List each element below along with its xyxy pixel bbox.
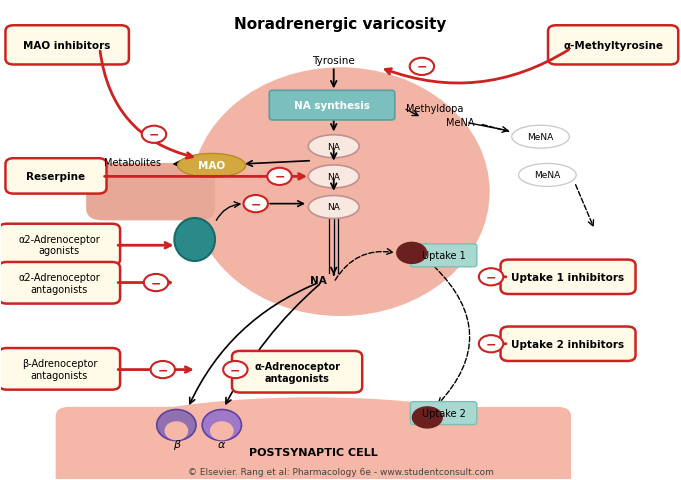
Text: −: −: [230, 363, 240, 376]
Circle shape: [479, 269, 503, 286]
Text: Uptake 1: Uptake 1: [422, 251, 466, 261]
FancyBboxPatch shape: [411, 402, 477, 425]
Text: MeNA: MeNA: [534, 171, 560, 180]
FancyBboxPatch shape: [269, 91, 395, 120]
Text: α2-Adrenoceptor
antagonists: α2-Adrenoceptor antagonists: [18, 273, 100, 294]
Text: POSTSYNAPTIC CELL: POSTSYNAPTIC CELL: [249, 447, 378, 457]
Ellipse shape: [202, 409, 242, 441]
Ellipse shape: [518, 164, 576, 187]
Text: α: α: [218, 439, 225, 449]
Text: Uptake 1 inhibitors: Uptake 1 inhibitors: [511, 272, 624, 282]
Text: NA: NA: [328, 203, 340, 212]
Text: −: −: [417, 61, 427, 74]
Circle shape: [142, 126, 166, 144]
FancyBboxPatch shape: [0, 348, 120, 390]
Ellipse shape: [308, 135, 359, 158]
Circle shape: [479, 336, 503, 353]
Ellipse shape: [511, 126, 569, 149]
Text: −: −: [151, 276, 161, 289]
Text: α-Adrenoceptor
antagonists: α-Adrenoceptor antagonists: [254, 361, 340, 383]
Circle shape: [397, 243, 426, 264]
Text: NA: NA: [311, 276, 327, 286]
Text: Tyrosine: Tyrosine: [313, 56, 355, 66]
Text: MeNA: MeNA: [528, 133, 554, 142]
Text: Uptake 2 inhibitors: Uptake 2 inhibitors: [511, 339, 624, 349]
Text: −: −: [274, 170, 285, 183]
Text: NA synthesis: NA synthesis: [294, 101, 370, 111]
Text: MeNA: MeNA: [445, 118, 474, 128]
Ellipse shape: [191, 68, 490, 316]
FancyBboxPatch shape: [56, 407, 571, 480]
Text: Uptake 2: Uptake 2: [422, 408, 466, 418]
Circle shape: [151, 361, 175, 378]
Text: Reserpine: Reserpine: [27, 171, 86, 181]
Text: −: −: [251, 198, 261, 211]
FancyBboxPatch shape: [5, 159, 106, 194]
Text: Metabolites: Metabolites: [104, 158, 161, 168]
Text: MAO inhibitors: MAO inhibitors: [23, 41, 111, 51]
Text: NA: NA: [328, 172, 340, 181]
Ellipse shape: [174, 218, 215, 262]
Polygon shape: [110, 176, 191, 209]
Text: Noradrenergic varicosity: Noradrenergic varicosity: [234, 17, 447, 32]
Circle shape: [144, 275, 168, 291]
Text: © Elsevier. Rang et al: Pharmacology 6e - www.studentconsult.com: © Elsevier. Rang et al: Pharmacology 6e …: [187, 467, 494, 476]
Ellipse shape: [308, 196, 359, 219]
Circle shape: [223, 361, 248, 378]
Text: NA: NA: [328, 143, 340, 151]
FancyBboxPatch shape: [5, 26, 129, 65]
Ellipse shape: [210, 421, 234, 441]
FancyBboxPatch shape: [0, 224, 120, 266]
FancyBboxPatch shape: [548, 26, 678, 65]
Text: β: β: [173, 439, 180, 449]
Text: MAO: MAO: [198, 161, 225, 171]
FancyBboxPatch shape: [411, 244, 477, 267]
Circle shape: [410, 59, 434, 76]
FancyBboxPatch shape: [501, 327, 635, 361]
Ellipse shape: [69, 397, 558, 480]
Ellipse shape: [308, 166, 359, 189]
FancyBboxPatch shape: [86, 164, 215, 221]
Text: β-Adrenoceptor
antagonists: β-Adrenoceptor antagonists: [22, 358, 97, 380]
Text: −: −: [157, 363, 168, 376]
Circle shape: [267, 168, 291, 186]
FancyBboxPatch shape: [232, 351, 362, 393]
Circle shape: [413, 407, 442, 428]
Text: −: −: [148, 129, 159, 142]
Text: −: −: [486, 337, 496, 350]
Text: −: −: [486, 271, 496, 284]
Circle shape: [244, 196, 268, 213]
Ellipse shape: [165, 421, 188, 441]
Ellipse shape: [157, 409, 196, 441]
Text: Methyldopa: Methyldopa: [406, 104, 463, 114]
FancyBboxPatch shape: [0, 263, 120, 304]
Text: α2-Adrenoceptor
agonists: α2-Adrenoceptor agonists: [18, 234, 100, 256]
Text: α-Methyltyrosine: α-Methyltyrosine: [563, 41, 663, 51]
FancyBboxPatch shape: [501, 260, 635, 294]
Ellipse shape: [178, 154, 246, 178]
